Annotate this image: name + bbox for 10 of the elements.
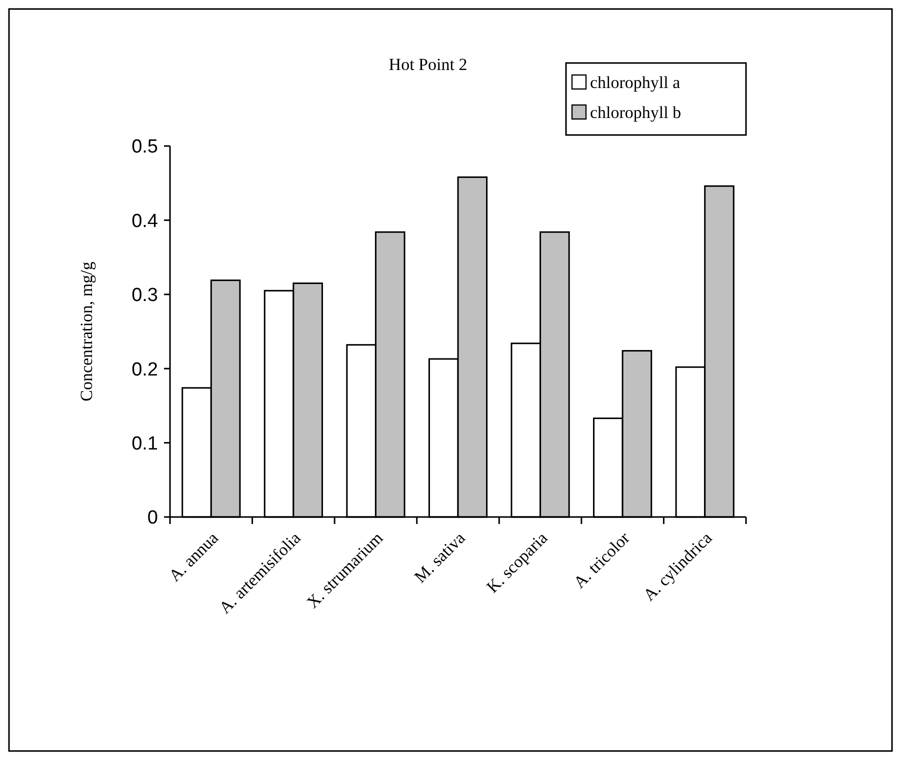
y-tick-label: 0.2 [132,359,158,380]
legend-label: chlorophyll b [590,103,682,122]
y-tick-label: 0.3 [132,285,158,306]
chart-title: Hot Point 2 [388,55,468,74]
legend-label: chlorophyll a [590,73,681,92]
y-tick-label: 0 [147,508,158,529]
y-tick-label: 0.1 [132,433,158,454]
y-tick-label: 0.5 [132,136,158,158]
y-tick-label: 0.4 [132,210,158,232]
y-axis-title: Concentration, mg/g [77,261,96,402]
